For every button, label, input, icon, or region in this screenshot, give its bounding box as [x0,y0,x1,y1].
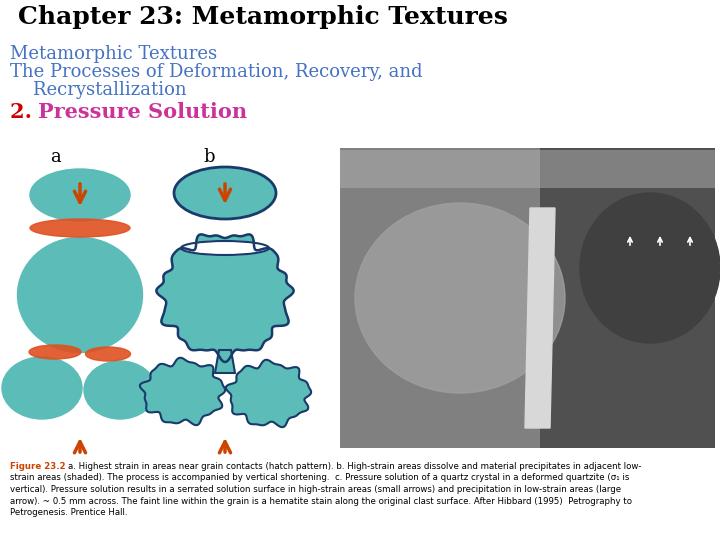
Polygon shape [226,360,311,427]
Text: Figure 23.2: Figure 23.2 [10,462,66,471]
Text: strain areas (shaded). The process is accompanied by vertical shortening.  c. Pr: strain areas (shaded). The process is ac… [10,474,629,483]
Text: b: b [203,148,215,166]
Bar [340,148,715,448]
Text: Recrystallization: Recrystallization [10,81,186,99]
Ellipse shape [30,169,130,221]
Text: Pressure Solution: Pressure Solution [38,102,247,122]
Polygon shape [156,234,294,362]
Ellipse shape [30,219,130,237]
Ellipse shape [29,345,81,359]
Ellipse shape [181,241,269,255]
Ellipse shape [84,361,156,419]
Text: The Processes of Deformation, Recovery, and: The Processes of Deformation, Recovery, … [10,63,423,81]
Ellipse shape [174,167,276,219]
Text: Metamorphic Textures: Metamorphic Textures [10,45,217,63]
Ellipse shape [2,357,82,419]
Text: a: a [50,148,60,166]
Ellipse shape [580,193,720,343]
Ellipse shape [17,238,143,353]
Ellipse shape [86,347,130,361]
Polygon shape [215,350,235,373]
Text: vertical). Pressure solution results in a serrated solution surface in high-stra: vertical). Pressure solution results in … [10,485,621,494]
Polygon shape [525,208,555,428]
Text: a. Highest strain in areas near grain contacts (hatch pattern). b. High-strain a: a. Highest strain in areas near grain co… [68,462,642,471]
Ellipse shape [355,203,565,393]
Text: Chapter 23: Metamorphic Textures: Chapter 23: Metamorphic Textures [18,5,508,29]
Text: Petrogenesis. Prentice Hall.: Petrogenesis. Prentice Hall. [10,508,127,517]
Bar [340,150,715,188]
Bar [540,148,715,448]
Text: arrow). ~ 0.5 mm across. The faint line within the grain is a hematite stain alo: arrow). ~ 0.5 mm across. The faint line … [10,496,632,505]
Text: 2.: 2. [10,102,47,122]
Polygon shape [140,358,225,425]
